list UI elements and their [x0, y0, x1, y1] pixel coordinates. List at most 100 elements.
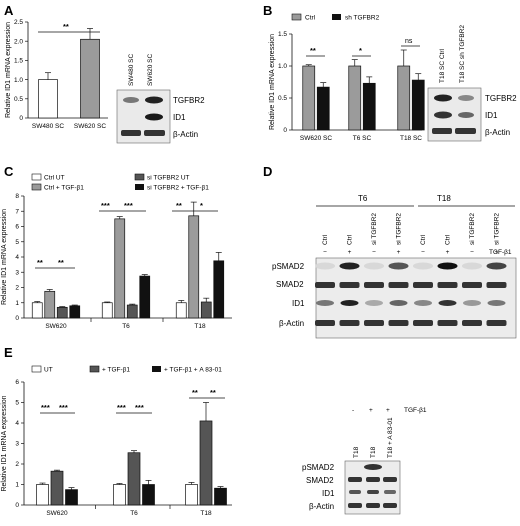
blot-d-psmad2-band	[364, 262, 384, 270]
blot-d-smad2-band	[437, 282, 458, 288]
blot-b-actin-band-1	[432, 128, 452, 134]
legend-swatch-si-ut	[134, 173, 145, 181]
blot-e-label-id1: ID1	[322, 489, 335, 498]
chart-b-bar	[348, 65, 362, 131]
chart-b-category-label: T18 SC	[400, 135, 422, 142]
blot-b-label-actin: β-Actin	[485, 128, 510, 137]
blot-d-treat-mark: −	[323, 249, 327, 256]
blot-d-actin-band	[388, 320, 409, 326]
blot-d-lane-labels: Ctrl − Ctrl + si TGFBR2 − si TGFBR2 + Ctrl − Ctrl +…	[322, 213, 501, 256]
legend-swatch-sh	[332, 14, 341, 20]
chart-c-bar	[213, 260, 225, 319]
blot-d-smad2-band	[339, 282, 360, 288]
blot-d-id1-band	[389, 300, 408, 306]
chart-e-ytick-label: 4	[15, 420, 19, 427]
chart-b-ytick-label: 0.5	[278, 95, 287, 102]
blot-d-treat-mark: +	[348, 249, 352, 256]
blot-e-smad2-band-3	[383, 477, 397, 482]
blot-a-actin-band-2	[144, 130, 165, 136]
chart-a-ytick-label: 0.5	[14, 96, 23, 103]
legend-label-ut: UT	[44, 367, 53, 374]
blot-b-lane-1: T18 SC Ctrl	[439, 48, 446, 83]
chart-a-category-label: SW480 SC	[32, 123, 64, 130]
blot-a-actin-band-1	[121, 130, 141, 136]
chart-b-bar	[316, 86, 330, 131]
blot-d-treat-mark: +	[495, 249, 499, 256]
blot-b-tgfbr2-band-1	[434, 94, 452, 102]
blot-e-treat-label: TGF-β1	[404, 407, 427, 414]
blot-e-id1-band-3	[384, 490, 396, 494]
legend-swatch-ctrl-tgf	[31, 183, 42, 191]
chart-c-ytick-label: 8	[15, 193, 19, 200]
chart-e-bar	[65, 489, 78, 506]
sig-e-2: ***	[59, 403, 68, 412]
blot-d-lane-label: Ctrl	[445, 234, 452, 245]
chart-b-ylabel: Relative ID1 mRNA expression	[269, 34, 276, 130]
blot-d-actin-band	[486, 320, 507, 326]
blot-b-actin-band-2	[455, 128, 476, 134]
blot-d-label-id1: ID1	[292, 299, 305, 308]
legend-swatch-ut	[31, 365, 42, 373]
blot-d-lane-label: Ctrl	[347, 234, 354, 245]
blot-e-label-smad2: SMAD2	[306, 476, 334, 485]
panel-letter-d: D	[263, 164, 272, 179]
chart-e-ytick-label: 3	[15, 441, 19, 448]
legend-label-tgf-a83: + TGF-β1 + A 83-01	[164, 367, 222, 374]
legend-label-ctrl-ut: Ctrl UT	[44, 175, 65, 182]
blot-a-lane-1: SW480 SC	[128, 54, 135, 86]
chart-c-bar	[175, 302, 187, 319]
blot-d-psmad2-band	[462, 262, 482, 270]
blot-e-smad2-band-2	[366, 477, 380, 482]
legend-swatch-si-tgf	[135, 184, 144, 190]
blot-d-lane-label: si TGFBR2	[371, 213, 378, 245]
chart-c-bar	[44, 290, 56, 319]
chart-b-ytick-label: 1.5	[278, 31, 287, 38]
chart-a-ytick-label: 2.5	[14, 19, 23, 26]
blot-d-label-smad2: SMAD2	[276, 280, 304, 289]
chart-c-bar	[188, 215, 200, 319]
chart-e-bar	[127, 452, 141, 506]
chart-c-ytick-label: 0	[15, 315, 19, 322]
blot-e-smad2-band-1	[348, 477, 362, 482]
chart-e-bar	[199, 420, 213, 506]
blot-d-id1-band	[438, 300, 457, 306]
chart-c-bar	[101, 302, 113, 319]
blot-d-smad2-band	[462, 282, 482, 288]
chart-c-bar	[200, 301, 212, 319]
chart-e-ytick-label: 1	[15, 482, 19, 489]
chart-e-category-label: T6	[130, 510, 138, 517]
blot-e-actin-band-1	[348, 503, 362, 508]
sig-e-5: **	[192, 388, 198, 397]
blot-d-actin-band	[315, 320, 335, 326]
blot-d-actin-band	[462, 320, 482, 326]
chart-c-ytick-label: 4	[15, 254, 19, 261]
blot-d-label-actin: β-Actin	[279, 319, 304, 328]
blot-d-smad2-band	[315, 282, 335, 288]
chart-c-ylabel: Relative ID1 mRNA expression	[1, 209, 8, 305]
chart-c-bar	[126, 304, 138, 319]
sig-b-3: ns	[405, 38, 413, 45]
panel-letter-e: E	[4, 345, 13, 360]
blot-a-label-tgfbr2: TGFBR2	[173, 96, 205, 105]
blot-d-actin-band	[413, 320, 433, 326]
blot-d-id1-band	[365, 300, 383, 306]
blot-d-treat-mark: +	[446, 249, 450, 256]
chart-c-ytick-label: 3	[15, 269, 19, 276]
chart-e-ytick-label: 6	[15, 379, 19, 386]
chart-b-bar	[362, 82, 376, 131]
blot-d-group-t18: T18	[437, 194, 451, 203]
chart-e-bar	[36, 484, 49, 506]
legend-label-sh: sh TGFBR2	[345, 15, 380, 22]
blot-d-id1-band	[463, 300, 481, 306]
sig-b-2: *	[359, 46, 362, 55]
chart-a-ylabel: Relative ID1 mRNA expression	[5, 22, 12, 118]
chart-c-ytick-label: 5	[15, 239, 19, 246]
blot-d-lane-label: Ctrl	[420, 234, 427, 245]
chart-c-category-label: T6	[122, 323, 130, 330]
blot-a-tgfbr2-band-1	[123, 97, 139, 103]
legend-swatch-tgf-a83	[152, 366, 161, 372]
chart-b-category-label: SW620 SC	[300, 135, 332, 142]
blot-e: - + + TGF-β1 T18 T18 T18 + A 83-01 pSMAD…	[302, 407, 427, 515]
sig-c-4: ***	[124, 201, 133, 210]
sig-c-5: **	[176, 201, 182, 210]
